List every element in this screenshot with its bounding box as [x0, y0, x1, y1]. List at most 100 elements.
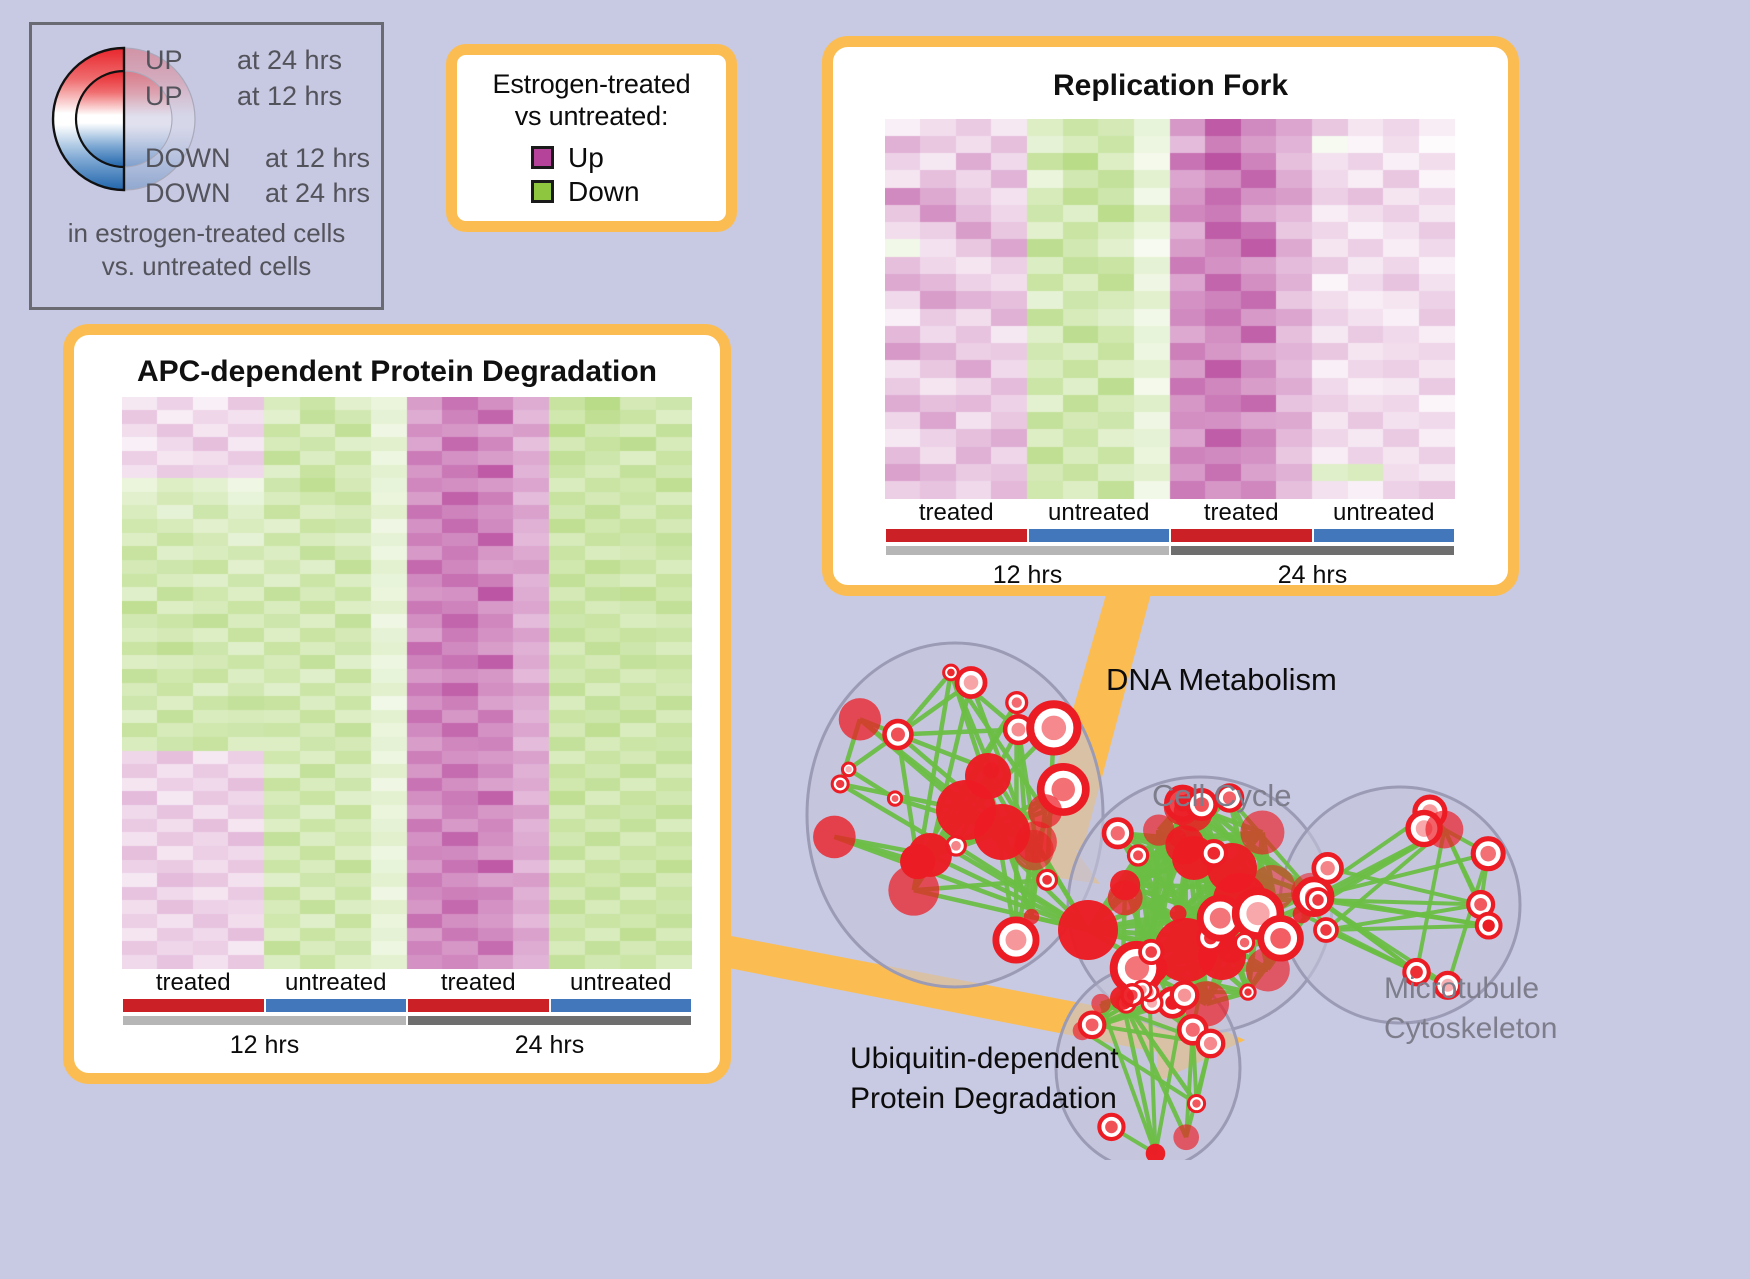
- node-core: [1203, 1036, 1218, 1051]
- network-node[interactable]: [992, 916, 1040, 964]
- network-node[interactable]: [1199, 839, 1229, 868]
- color-key-footer: in estrogen-treated cells vs. untreated …: [32, 217, 381, 284]
- network-node[interactable]: [1186, 1093, 1207, 1114]
- node-core: [1011, 722, 1026, 737]
- network-node[interactable]: [1402, 957, 1431, 987]
- network-node[interactable]: [1173, 1124, 1200, 1151]
- network-node[interactable]: [1058, 900, 1118, 960]
- network-node[interactable]: [1015, 821, 1057, 864]
- time-bar: [886, 546, 1169, 555]
- group-label: untreated: [285, 969, 387, 996]
- network-node[interactable]: [1195, 1028, 1226, 1059]
- network-node[interactable]: [1145, 1143, 1166, 1164]
- legend-title: Estrogen-treated vs untreated:: [457, 69, 726, 133]
- network-node[interactable]: [838, 698, 882, 741]
- color-key-footer-line1: in estrogen-treated cells: [67, 218, 346, 248]
- network-node[interactable]: [983, 762, 1000, 779]
- node-core: [836, 779, 845, 789]
- network-node[interactable]: [1107, 880, 1143, 916]
- cluster-label-microtubule-line1: Microtubule: [1384, 972, 1540, 1005]
- network-node[interactable]: [1091, 993, 1111, 1014]
- node-core: [1023, 908, 1040, 925]
- node-core: [1105, 1120, 1118, 1134]
- network-edge: [1119, 997, 1189, 1139]
- network-node[interactable]: [1169, 905, 1187, 922]
- network-node[interactable]: [1196, 894, 1244, 942]
- node-core: [1425, 810, 1464, 849]
- treatment-bar: [1313, 529, 1454, 542]
- network-node[interactable]: [1313, 917, 1339, 943]
- network-node[interactable]: [1143, 814, 1175, 846]
- network-node[interactable]: [1005, 691, 1029, 715]
- network-node[interactable]: [1101, 817, 1134, 850]
- legend-title-line1: Estrogen-treated: [492, 69, 691, 99]
- cluster-label-dna-metabolism: DNA Metabolism: [1106, 662, 1337, 697]
- network-node[interactable]: [1214, 783, 1245, 813]
- network-node[interactable]: [1239, 983, 1257, 1001]
- treatment-bar: [886, 529, 1027, 542]
- network-node[interactable]: [840, 761, 857, 778]
- network-node[interactable]: [882, 718, 914, 751]
- node-core: [1474, 897, 1488, 911]
- network-node[interactable]: [1169, 980, 1200, 1011]
- network-node[interactable]: [1165, 825, 1205, 865]
- node-core: [888, 864, 940, 916]
- network-node[interactable]: [1305, 887, 1331, 913]
- network-node[interactable]: [1028, 794, 1063, 829]
- key-row-0-label: UP: [145, 45, 183, 75]
- network-node[interactable]: [888, 864, 940, 916]
- network-node[interactable]: [1126, 844, 1150, 867]
- network-node[interactable]: [1097, 1112, 1126, 1142]
- node-core: [951, 840, 961, 851]
- node-core: [1312, 894, 1324, 906]
- network-node[interactable]: [1077, 1010, 1107, 1040]
- network-node[interactable]: [830, 774, 850, 794]
- network-edge: [1081, 1029, 1198, 1106]
- network-node[interactable]: [1474, 911, 1503, 940]
- network-node[interactable]: [1036, 868, 1059, 891]
- network-node[interactable]: [1026, 700, 1082, 756]
- network-node[interactable]: [1185, 788, 1219, 822]
- network-node[interactable]: [954, 666, 988, 699]
- group-label: untreated: [570, 969, 672, 996]
- node-core: [1110, 826, 1125, 841]
- network-node[interactable]: [1002, 714, 1034, 746]
- network-node[interactable]: [886, 790, 904, 807]
- node-core: [1015, 821, 1057, 864]
- node-core: [1177, 988, 1192, 1002]
- node-core: [1091, 993, 1111, 1014]
- key-row-2-time: at 12 hrs: [265, 143, 371, 173]
- network-edge: [1327, 866, 1482, 907]
- node-core: [900, 843, 936, 880]
- network-node[interactable]: [1240, 810, 1285, 855]
- network-node[interactable]: [1233, 931, 1256, 954]
- network-node[interactable]: [1110, 986, 1134, 1010]
- network-node[interactable]: [1311, 852, 1344, 885]
- replication-fork-panel: Replication Fork treated untreated treated…: [822, 36, 1519, 596]
- replication-fork-time-labels: 12 hrs 24 hrs: [885, 559, 1455, 591]
- legend-item-up: Up: [531, 142, 726, 174]
- network-node[interactable]: [900, 843, 936, 880]
- network-node[interactable]: [813, 815, 856, 859]
- network-node[interactable]: [1470, 836, 1506, 872]
- treatment-bar: [408, 999, 549, 1012]
- network-node[interactable]: [1433, 970, 1463, 1000]
- node-core: [1051, 777, 1076, 802]
- network-edge: [1317, 898, 1481, 907]
- network-node[interactable]: [1138, 938, 1165, 966]
- network-node[interactable]: [1425, 810, 1464, 849]
- node-core: [1011, 697, 1022, 708]
- node-core: [838, 698, 882, 741]
- apc-group-labels: treated untreated treated untreated: [122, 969, 692, 999]
- down-color-swatch: [531, 180, 554, 204]
- apc-degradation-panel: APC-dependent Protein Degradation treate…: [63, 324, 731, 1084]
- network-node[interactable]: [1023, 908, 1040, 925]
- network-edge: [839, 782, 1090, 932]
- network-node[interactable]: [1257, 915, 1304, 962]
- node-core: [891, 795, 899, 803]
- network-edge: [1120, 996, 1199, 1105]
- time-label: 24 hrs: [514, 1031, 585, 1059]
- network-edge: [833, 834, 1089, 933]
- key-row-3-label: DOWN: [145, 178, 231, 208]
